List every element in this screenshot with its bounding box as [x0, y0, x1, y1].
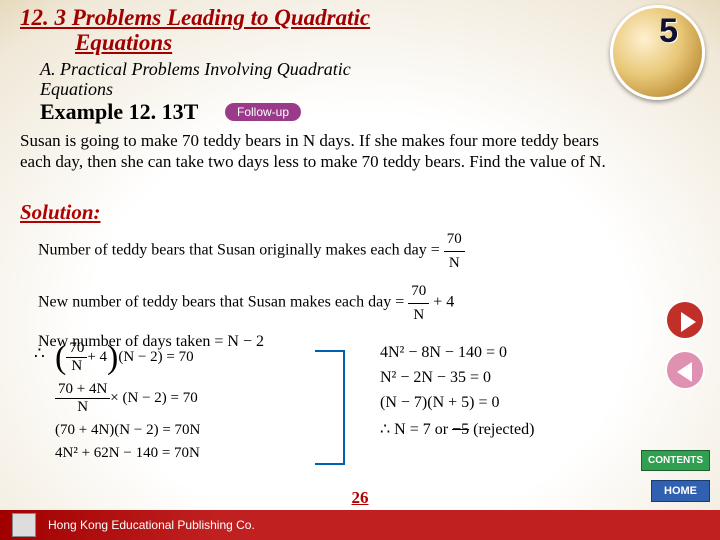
math-r-eq2: N² − 2N − 35 = 0 — [380, 369, 534, 387]
bracket-connector-icon — [315, 350, 345, 465]
fraction: 70N — [444, 228, 465, 274]
math-eq4: 4N² + 62N − 140 = 70N — [55, 445, 200, 462]
problem-text: Susan is going to make 70 teddy bears in… — [20, 130, 610, 173]
publisher-logo-icon — [12, 513, 36, 537]
solution-label: Solution: — [20, 200, 101, 225]
math-derivation-left: ( 70N + 4 ) (N − 2) = 70 70 + 4NN × (N −… — [55, 340, 200, 468]
chapter-badge-icon — [610, 5, 705, 100]
math-eq3: (70 + 4N)(N − 2) = 70N — [55, 422, 200, 439]
back-button[interactable] — [665, 350, 705, 390]
therefore-symbol: ∴ — [34, 344, 45, 364]
page-number: 26 — [352, 488, 369, 508]
chapter-number: 5 — [659, 12, 678, 51]
followup-badge: Follow-up — [225, 103, 301, 121]
home-button[interactable]: HOME — [651, 480, 710, 502]
publisher-name: Hong Kong Educational Publishing Co. — [48, 518, 255, 532]
fraction: 70N — [408, 280, 429, 326]
math-eq1: ( 70N + 4 ) (N − 2) = 70 — [55, 340, 200, 375]
math-r-eq1: 4N² − 8N − 140 = 0 — [380, 344, 534, 362]
solution-body: Number of teddy bears that Susan origina… — [38, 228, 628, 354]
math-r-eq3: (N − 7)(N + 5) = 0 — [380, 394, 534, 412]
next-button[interactable] — [665, 300, 705, 340]
math-r-eq4: ∴ N = 7 or −5 (rejected) — [380, 419, 534, 439]
solution-line2: New number of teddy bears that Susan mak… — [38, 280, 628, 326]
footer: Hong Kong Educational Publishing Co. — [0, 510, 720, 540]
subsection-line1: A. Practical Problems Involving Quadrati… — [40, 60, 351, 80]
chapter-title-line2: Equations — [75, 30, 370, 55]
subsection-title: A. Practical Problems Involving Quadrati… — [40, 60, 351, 100]
math-eq2: 70 + 4NN × (N − 2) = 70 — [55, 381, 200, 416]
subsection-line2: Equations — [40, 80, 351, 100]
math-derivation-right: 4N² − 8N − 140 = 0 N² − 2N − 35 = 0 (N −… — [380, 344, 534, 446]
contents-button[interactable]: CONTENTS — [641, 450, 710, 471]
chapter-title: 12. 3 Problems Leading to Quadratic Equa… — [20, 5, 370, 56]
chapter-title-line1: 12. 3 Problems Leading to Quadratic — [20, 5, 370, 30]
solution-line1: Number of teddy bears that Susan origina… — [38, 228, 628, 274]
example-label: Example 12. 13T — [40, 99, 198, 125]
